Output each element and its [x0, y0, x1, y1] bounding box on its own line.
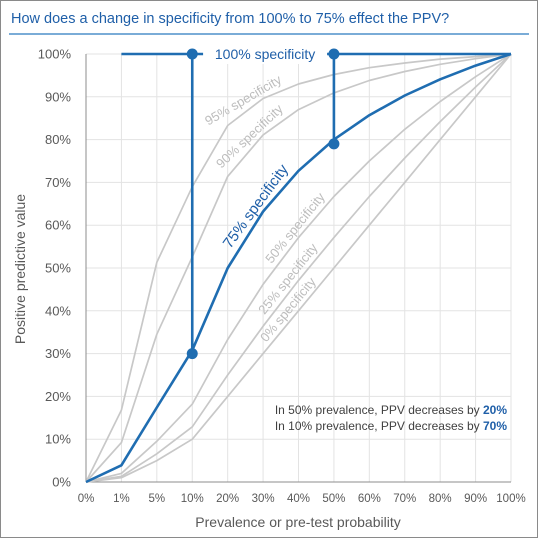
- annotation-1-prefix: In 50% prevalence, PPV decreases by: [275, 403, 483, 417]
- annotation-2-value: 70%: [483, 419, 507, 433]
- series-line-90-specificity: [85, 53, 512, 483]
- highlight-point-1: [186, 348, 198, 360]
- x-tick-label-0: 0%: [78, 493, 95, 505]
- x-axis-label: Prevalence or pre-test probability: [195, 514, 400, 530]
- y-tick-label-8: 80%: [45, 132, 71, 147]
- chart-title: How does a change in specificity from 10…: [11, 11, 449, 27]
- series-line-95-specificity: [85, 53, 512, 483]
- series-line-0-specificity: [85, 53, 512, 483]
- y-tick-label-3: 30%: [45, 346, 71, 361]
- series-label-100-specificity: 100% specificity: [215, 46, 315, 62]
- highlight-points: [186, 48, 340, 360]
- y-tick-label-2: 20%: [45, 389, 71, 404]
- annotation-line-2: In 10% prevalence, PPV decreases by 70%: [275, 419, 507, 433]
- y-tick-label-5: 50%: [45, 261, 71, 276]
- x-tick-label-11: 90%: [464, 493, 487, 505]
- highlight-point-2: [328, 48, 340, 60]
- x-tick-labels: 0% 1% 5% 10% 20% 30% 40% 50% 60% 70% 80% 90% 100%: [78, 493, 526, 505]
- series-line-50-specificity: [85, 53, 512, 483]
- series-line-25-specificity: [85, 53, 512, 483]
- y-tick-label-6: 60%: [45, 218, 71, 233]
- axes: [85, 54, 511, 483]
- x-tick-label-10: 80%: [429, 493, 452, 505]
- y-axis-label: Positive predictive value: [12, 194, 28, 344]
- x-tick-label-9: 70%: [393, 493, 416, 505]
- y-tick-label-7: 70%: [45, 175, 71, 190]
- x-tick-label-3: 10%: [181, 493, 204, 505]
- y-tick-label-1: 10%: [45, 432, 71, 447]
- x-tick-label-4: 20%: [216, 493, 239, 505]
- x-tick-label-2: 5%: [149, 493, 166, 505]
- annotation-2-prefix: In 10% prevalence, PPV decreases by: [275, 419, 483, 433]
- y-tick-label-10: 100%: [38, 47, 72, 62]
- drop-lines: [190, 54, 336, 354]
- x-tick-label-8: 60%: [358, 493, 381, 505]
- x-tick-label-6: 40%: [287, 493, 310, 505]
- annotation-box: In 50% prevalence, PPV decreases by 20% …: [275, 403, 507, 433]
- annotation-line-1: In 50% prevalence, PPV decreases by 20%: [275, 403, 507, 417]
- x-tick-label-7: 50%: [322, 493, 345, 505]
- highlight-point-0: [186, 48, 198, 60]
- y-tick-label-4: 40%: [45, 303, 71, 318]
- x-tick-label-1: 1%: [113, 493, 130, 505]
- x-tick-label-12: 100%: [496, 493, 525, 505]
- annotation-1-value: 20%: [483, 403, 507, 417]
- highlight-point-3: [328, 138, 340, 150]
- x-tick-label-5: 30%: [252, 493, 275, 505]
- y-tick-label-9: 90%: [45, 89, 71, 104]
- series-label-100-background: [203, 44, 328, 64]
- series-line-75-specificity: [85, 52, 512, 484]
- y-tick-labels: 0% 10% 20% 30% 40% 50% 60% 70% 80% 90% 100%: [38, 47, 72, 490]
- y-tick-label-0: 0%: [52, 475, 71, 490]
